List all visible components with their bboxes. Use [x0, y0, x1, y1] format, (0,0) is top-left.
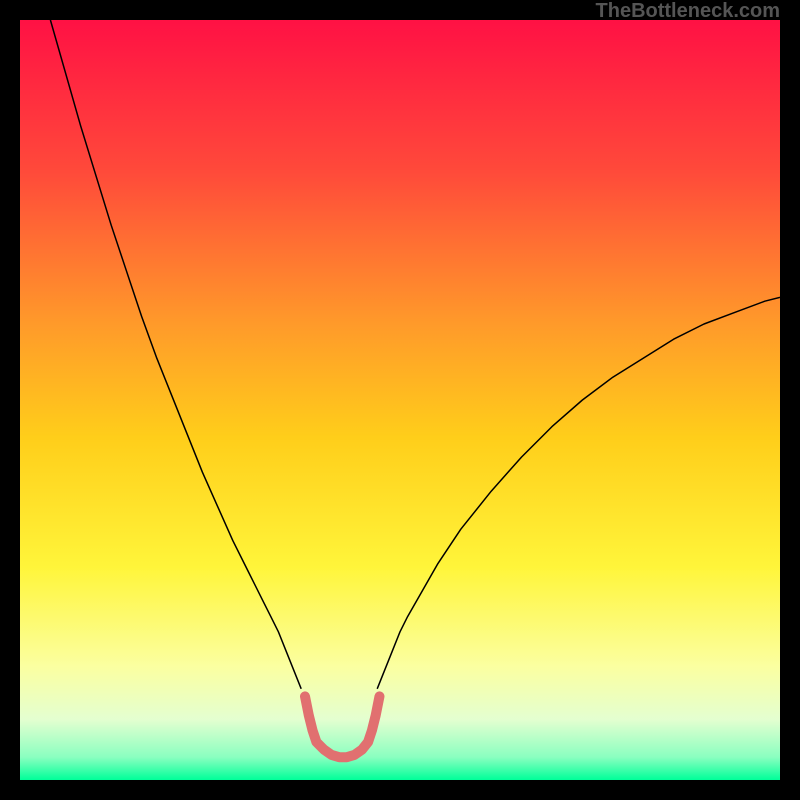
- chart-container: TheBottleneck.com: [0, 0, 800, 800]
- watermark-text: TheBottleneck.com: [596, 0, 780, 23]
- plot-background: [20, 20, 780, 780]
- plot-svg: [20, 20, 780, 780]
